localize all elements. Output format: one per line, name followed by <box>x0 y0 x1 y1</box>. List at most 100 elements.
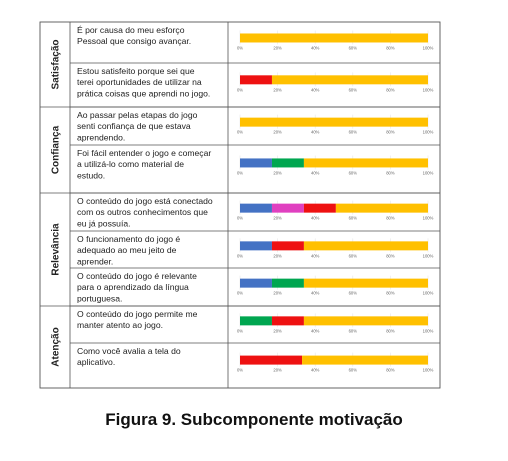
x-tick-label: 60% <box>349 253 358 258</box>
x-tick-label: 60% <box>349 130 358 135</box>
x-tick-label: 80% <box>386 130 395 135</box>
category-label: Relevância <box>51 223 62 276</box>
x-tick-label: 0% <box>237 328 243 333</box>
x-tick-label: 20% <box>273 45 282 50</box>
x-tick-label: 40% <box>311 216 320 221</box>
bar-segment-gold <box>303 241 428 251</box>
question-text-line: com os outros conhecimentos que <box>77 207 208 217</box>
question-text-line: O conteúdo do jogo está conectado <box>77 196 213 206</box>
x-tick-label: 20% <box>273 216 282 221</box>
x-tick-label: 100% <box>423 368 434 373</box>
x-tick-label: 60% <box>349 291 358 296</box>
bar-segment-red <box>271 241 304 251</box>
x-tick-label: 40% <box>311 45 320 50</box>
question-text-line: Estou satisfeito porque sei que <box>77 66 195 76</box>
bar-segment-gold <box>303 158 428 168</box>
x-tick-label: 0% <box>237 170 243 175</box>
x-tick-label: 100% <box>423 328 434 333</box>
bar-segment-gold <box>240 117 428 127</box>
question-text-line: aprendendo. <box>77 132 125 142</box>
bar-segment-pink <box>271 203 304 213</box>
x-tick-label: 100% <box>423 170 434 175</box>
x-tick-label: 80% <box>386 368 395 373</box>
x-tick-label: 40% <box>311 253 320 258</box>
x-tick-label: 0% <box>237 130 243 135</box>
bar-segment-blue <box>240 203 272 213</box>
x-tick-label: 80% <box>386 253 395 258</box>
x-tick-label: 80% <box>386 170 395 175</box>
x-tick-label: 20% <box>273 253 282 258</box>
question-text-line: adequado ao meu jeito de <box>77 245 177 255</box>
bar-segment-red <box>303 203 336 213</box>
question-text-line: manter atento ao jogo. <box>77 320 163 330</box>
question-text-line: terei oportunidades de utilizar na <box>77 77 202 87</box>
x-tick-label: 0% <box>237 87 243 92</box>
x-tick-label: 0% <box>237 216 243 221</box>
x-tick-label: 100% <box>423 130 434 135</box>
figure-caption: Figura 9. Subcomponente motivação <box>105 410 403 429</box>
question-text-line: Ao passar pelas etapas do jogo <box>77 110 198 120</box>
x-tick-label: 100% <box>423 216 434 221</box>
x-tick-label: 100% <box>423 45 434 50</box>
x-tick-label: 60% <box>349 170 358 175</box>
category-label: Confiança <box>51 125 62 174</box>
bar-segment-gold <box>303 278 428 288</box>
x-tick-label: 60% <box>349 45 358 50</box>
motivation-chart-figure: 0% 20% 40% 60% 80% 100% É por causa do meu esf… <box>39 21 441 389</box>
x-tick-label: 60% <box>349 87 358 92</box>
x-tick-label: 0% <box>237 291 243 296</box>
x-tick-label: 40% <box>311 87 320 92</box>
bar-segment-green <box>240 316 272 326</box>
bar-segment-gold <box>271 75 428 85</box>
x-tick-label: 40% <box>311 328 320 333</box>
question-text-line: para o aprendizado da língua <box>77 282 189 292</box>
x-tick-label: 20% <box>273 130 282 135</box>
x-tick-label: 80% <box>386 87 395 92</box>
bar-segment-red <box>271 316 304 326</box>
x-tick-label: 20% <box>273 328 282 333</box>
question-text-line: aprender. <box>77 256 113 266</box>
table-frame <box>39 21 441 389</box>
x-tick-label: 40% <box>311 291 320 296</box>
question-text-line: Pessoal que consigo avançar. <box>77 36 191 46</box>
bar-segment-green <box>271 158 304 168</box>
question-text-line: É por causa do meu esforço <box>77 25 185 35</box>
question-text-line: aplicativo. <box>77 357 115 367</box>
question-text-line: prática coisas que aprendi no jogo. <box>77 88 210 98</box>
x-tick-label: 0% <box>237 253 243 258</box>
question-text-line: a utilizá-lo como material de <box>77 159 184 169</box>
x-tick-label: 20% <box>273 291 282 296</box>
x-tick-label: 20% <box>273 170 282 175</box>
x-tick-label: 20% <box>273 87 282 92</box>
x-tick-label: 80% <box>386 216 395 221</box>
question-text-line: Como você avalia a tela do <box>77 346 181 356</box>
x-tick-label: 40% <box>311 368 320 373</box>
question-text-line: O conteúdo do jogo é relevante <box>77 271 197 281</box>
bar-segment-gold <box>240 33 428 43</box>
x-tick-label: 0% <box>237 45 243 50</box>
x-tick-label: 0% <box>237 368 243 373</box>
bar-segment-gold <box>335 203 428 213</box>
x-tick-label: 40% <box>311 170 320 175</box>
category-label: Atenção <box>51 327 62 366</box>
x-tick-label: 20% <box>273 368 282 373</box>
x-tick-label: 80% <box>386 45 395 50</box>
x-tick-label: 80% <box>386 291 395 296</box>
bar-segment-red <box>240 355 303 365</box>
question-text-line: portuguesa. <box>77 293 122 303</box>
x-tick-label: 100% <box>423 291 434 296</box>
x-tick-label: 60% <box>349 368 358 373</box>
bar-segment-gold <box>302 355 428 365</box>
x-tick-label: 100% <box>423 87 434 92</box>
x-tick-label: 80% <box>386 328 395 333</box>
question-text-line: senti confiança de que estava <box>77 121 191 131</box>
question-text-line: Foi fácil entender o jogo e começar <box>77 148 211 158</box>
bar-segment-gold <box>303 316 428 326</box>
x-tick-label: 60% <box>349 328 358 333</box>
category-label: Satisfação <box>51 39 62 89</box>
x-tick-label: 40% <box>311 130 320 135</box>
question-text-line: eu já possuía. <box>77 218 131 228</box>
bar-segment-blue <box>240 158 272 168</box>
bar-segment-green <box>271 278 304 288</box>
question-text-line: O funcionamento do jogo é <box>77 234 180 244</box>
